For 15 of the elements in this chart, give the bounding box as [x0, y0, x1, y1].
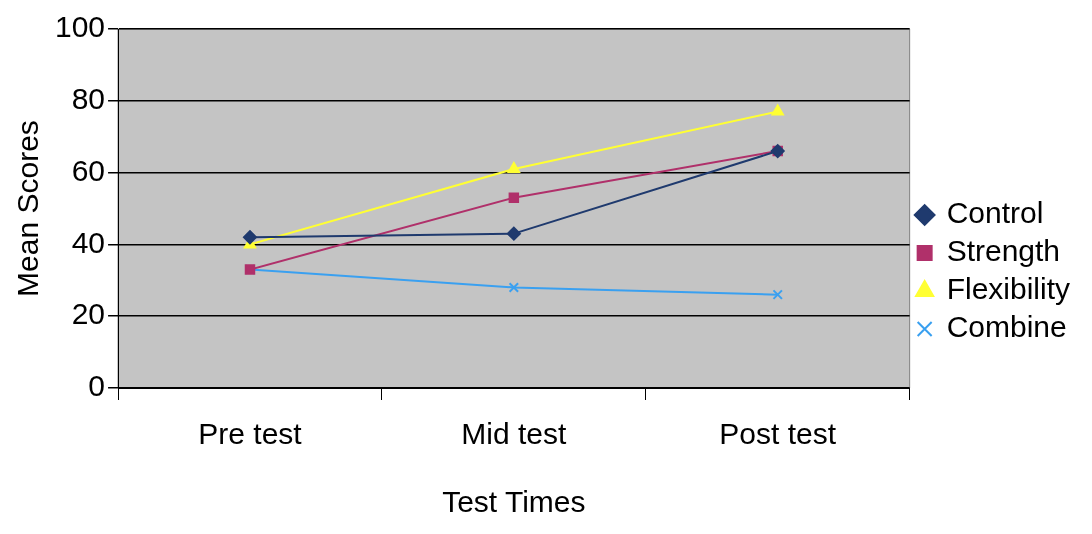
y-tick-label: 60 — [71, 153, 106, 187]
legend-label: Flexibility — [946, 272, 1070, 306]
x-axis-title: Test Times — [442, 485, 586, 519]
y-tick-label: 20 — [71, 297, 106, 331]
legend-label: Combine — [946, 310, 1067, 344]
y-axis-title: Mean Scores — [11, 120, 45, 297]
x-tick-label: Post test — [719, 417, 837, 451]
y-tick-label: 0 — [88, 369, 106, 403]
legend-label: Control — [946, 196, 1044, 230]
x-tick-label: Mid test — [461, 417, 568, 451]
y-tick-label: 40 — [71, 225, 106, 259]
y-tick-label: 80 — [71, 82, 106, 116]
legend-label: Strength — [946, 234, 1061, 268]
x-tick-label: Pre test — [198, 417, 303, 451]
y-tick-label: 100 — [54, 10, 106, 44]
